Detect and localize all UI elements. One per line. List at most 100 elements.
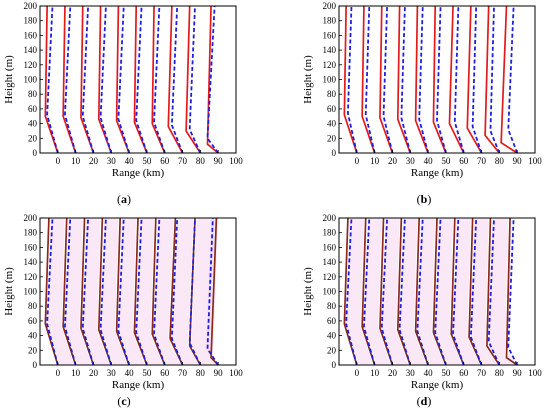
y-tick-label: 0	[332, 360, 337, 370]
solid-profile-0km	[44, 6, 59, 153]
shading-band	[363, 218, 391, 365]
y-tick-label: 140	[323, 257, 337, 267]
shading-band	[346, 218, 373, 365]
dashed-profile-60km	[452, 218, 465, 365]
x-tick-label: 30	[406, 368, 416, 378]
shading-band	[453, 218, 480, 365]
dashed-profile-40km	[416, 218, 429, 365]
y-tick-label: 60	[28, 104, 38, 114]
y-tick-label: 40	[327, 119, 337, 129]
x-tick-label: 20	[388, 156, 398, 166]
x-tick-label: 20	[388, 368, 398, 378]
dashed-profile-40km	[117, 6, 130, 153]
x-tick-label: 90	[513, 156, 523, 166]
y-axis-label: Height (m)	[3, 55, 15, 104]
x-tick-label: 40	[125, 156, 135, 166]
y-axis-label: Height (m)	[3, 267, 15, 316]
x-tick-label: 70	[178, 156, 188, 166]
solid-profile-70km	[167, 6, 184, 153]
x-tick-label: 70	[477, 368, 487, 378]
solid-profile-60km	[151, 218, 166, 365]
x-tick-label: 30	[107, 156, 117, 166]
y-tick-label: 80	[327, 301, 337, 311]
dashed-profile-40km	[117, 218, 130, 365]
x-tick-label: 60	[160, 368, 170, 378]
y-tick-label: 100	[24, 287, 38, 297]
panel-label: (b)	[417, 192, 432, 206]
dashed-profile-50km	[436, 6, 447, 153]
y-tick-label: 80	[28, 89, 38, 99]
y-tick-label: 20	[28, 133, 38, 143]
dashed-profile-20km	[81, 6, 95, 153]
dashed-profile-10km	[364, 6, 376, 153]
shading-band	[381, 218, 409, 365]
shading-band	[64, 218, 92, 365]
y-tick-label: 120	[323, 60, 337, 70]
x-tick-label: 70	[178, 368, 188, 378]
solid-profile-30km	[396, 6, 412, 153]
solid-profile-80km	[484, 6, 501, 153]
dashed-profile-60km	[153, 218, 166, 365]
dashed-profile-60km	[453, 6, 465, 153]
dashed-profile-50km	[135, 218, 148, 365]
y-tick-label: 120	[24, 60, 38, 70]
y-tick-label: 180	[24, 228, 38, 238]
panel-label: (d)	[417, 394, 432, 408]
dashed-profile-10km	[64, 6, 77, 153]
solid-profile-50km	[133, 218, 148, 365]
dashed-profile-90km	[206, 218, 219, 365]
y-tick-label: 160	[24, 30, 38, 40]
solid-profile-60km	[450, 218, 465, 365]
y-tick-label: 140	[323, 45, 337, 55]
panel-label: (a)	[117, 192, 131, 206]
solid-profile-60km	[448, 6, 465, 153]
y-tick-label: 20	[28, 345, 38, 355]
x-tick-label: 10	[71, 156, 81, 166]
y-tick-label: 0	[33, 148, 38, 158]
solid-profile-20km	[379, 218, 394, 365]
x-tick-label: 80	[196, 156, 206, 166]
y-tick-label: 0	[33, 360, 38, 370]
solid-profile-30km	[396, 218, 412, 365]
x-tick-label: 50	[441, 368, 451, 378]
y-tick-label: 20	[327, 345, 337, 355]
solid-profile-50km	[432, 6, 447, 153]
x-tick-label: 0	[355, 156, 360, 166]
shading-band	[417, 218, 445, 365]
dashed-profile-80km	[487, 218, 501, 365]
y-tick-label: 60	[327, 316, 337, 326]
y-tick-label: 200	[24, 1, 38, 11]
x-tick-label: 50	[441, 156, 451, 166]
y-tick-label: 60	[327, 104, 337, 114]
dashed-profile-80km	[188, 218, 202, 365]
dashed-profile-90km	[507, 218, 518, 365]
x-tick-label: 40	[424, 368, 434, 378]
x-tick-label: 40	[424, 156, 434, 166]
solid-profile-90km	[505, 218, 518, 365]
shading-band	[488, 218, 516, 365]
x-tick-label: 10	[370, 368, 380, 378]
x-tick-label: 60	[160, 156, 170, 166]
y-tick-label: 60	[28, 316, 38, 326]
y-axis-label: Height (m)	[302, 267, 314, 316]
x-tick-label: 70	[477, 156, 487, 166]
y-tick-label: 200	[24, 213, 38, 223]
shading-band	[171, 218, 199, 365]
x-tick-label: 10	[370, 156, 380, 166]
y-tick-label: 120	[323, 272, 337, 282]
dashed-profile-0km	[347, 6, 358, 153]
solid-profile-90km	[206, 6, 219, 153]
y-tick-label: 160	[323, 30, 337, 40]
x-tick-label: 100	[229, 368, 243, 378]
dashed-profile-20km	[380, 218, 394, 365]
solid-profile-20km	[80, 218, 95, 365]
y-tick-label: 20	[327, 133, 337, 143]
dashed-profile-90km	[206, 6, 219, 153]
dashed-profile-50km	[135, 6, 148, 153]
y-tick-label: 80	[327, 89, 337, 99]
y-tick-label: 80	[28, 301, 38, 311]
x-tick-label: 30	[107, 368, 117, 378]
y-tick-label: 100	[323, 75, 337, 85]
x-axis-label: Range (km)	[112, 379, 165, 391]
x-axis-label: Range (km)	[411, 167, 464, 179]
